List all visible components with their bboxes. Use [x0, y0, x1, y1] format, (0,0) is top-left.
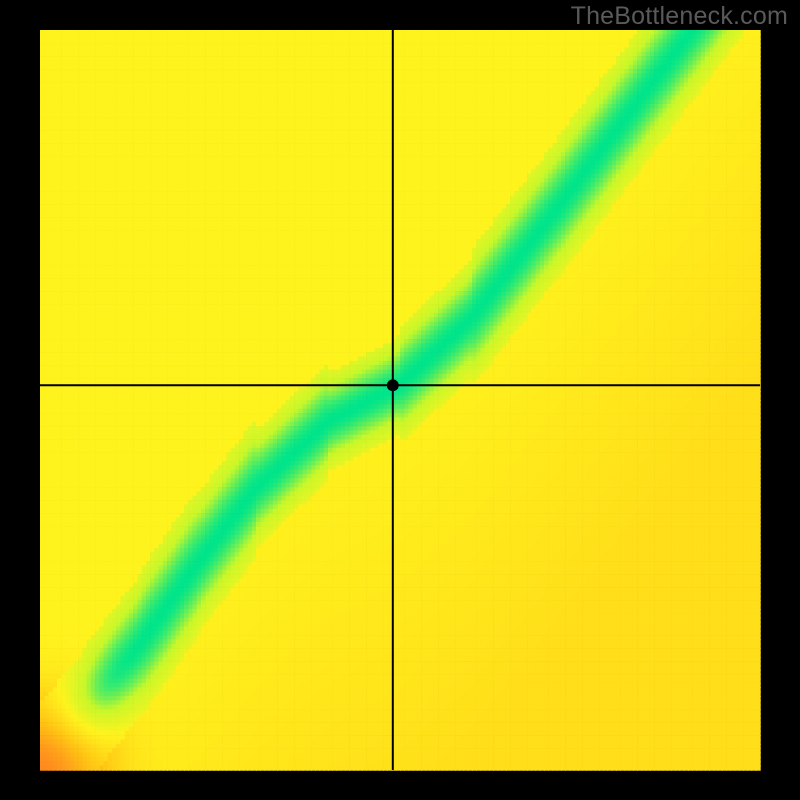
- chart-container: TheBottleneck.com: [0, 0, 800, 800]
- watermark-text: TheBottleneck.com: [571, 2, 788, 31]
- bottleneck-heatmap: [0, 0, 800, 800]
